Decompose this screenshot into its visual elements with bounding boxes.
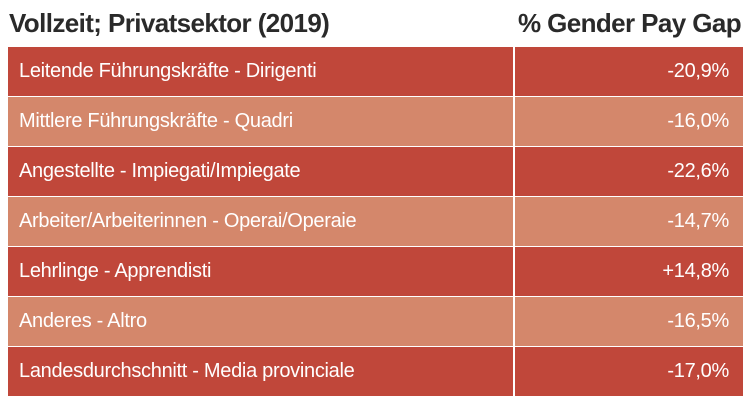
header-label-column: Vollzeit; Privatsektor (2019) bbox=[9, 8, 330, 38]
table-row: Leitende Führungskräfte - Dirigenti -20,… bbox=[8, 47, 743, 96]
row-label: Anderes - Altro bbox=[8, 297, 513, 346]
row-value: -14,7% bbox=[515, 197, 743, 246]
table-row: Lehrlinge - Apprendisti +14,8% bbox=[8, 247, 743, 296]
row-label: Leitende Führungskräfte - Dirigenti bbox=[8, 47, 513, 96]
table-row: Arbeiter/Arbeiterinnen - Operai/Operaie … bbox=[8, 197, 743, 246]
row-label: Landesdurchschnitt - Media provinciale bbox=[8, 347, 513, 396]
row-label: Lehrlinge - Apprendisti bbox=[8, 247, 513, 296]
row-value: -17,0% bbox=[515, 347, 743, 396]
row-value: -16,5% bbox=[515, 297, 743, 346]
table-row: Angestellte - Impiegati/Impiegate -22,6% bbox=[8, 147, 743, 196]
row-value: -22,6% bbox=[515, 147, 743, 196]
header-value-column: % Gender Pay Gap bbox=[517, 8, 742, 38]
row-value: -16,0% bbox=[515, 97, 743, 146]
row-label: Mittlere Führungskräfte - Quadri bbox=[8, 97, 513, 146]
table-row: Mittlere Führungskräfte - Quadri -16,0% bbox=[8, 97, 743, 146]
row-value: +14,8% bbox=[515, 247, 743, 296]
table-row: Landesdurchschnitt - Media provinciale -… bbox=[8, 347, 743, 396]
table-header: Vollzeit; Privatsektor (2019) % Gender P… bbox=[0, 0, 750, 47]
row-label: Angestellte - Impiegati/Impiegate bbox=[8, 147, 513, 196]
row-label: Arbeiter/Arbeiterinnen - Operai/Operaie bbox=[8, 197, 513, 246]
table-body: Leitende Führungskräfte - Dirigenti -20,… bbox=[8, 47, 743, 397]
row-value: -20,9% bbox=[515, 47, 743, 96]
table-row: Anderes - Altro -16,5% bbox=[8, 297, 743, 346]
